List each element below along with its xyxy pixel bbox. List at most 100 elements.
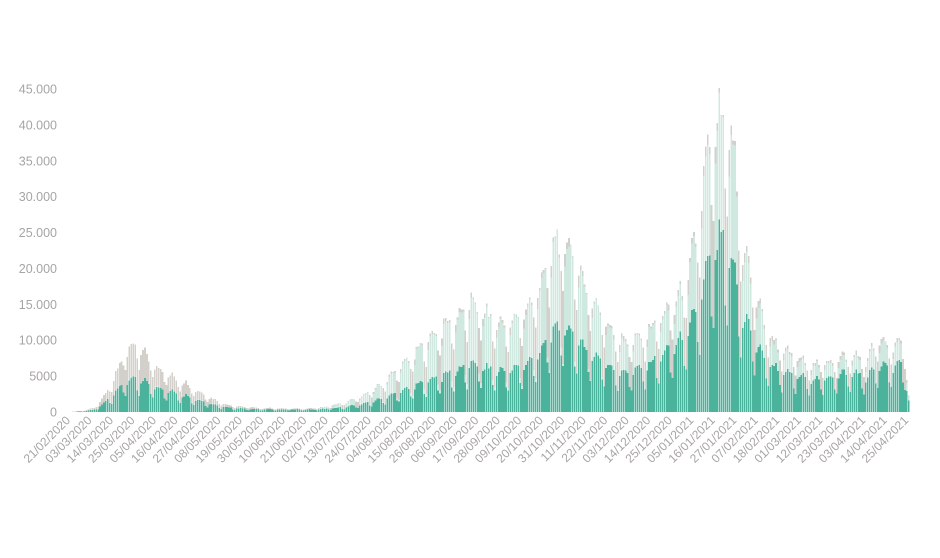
bar (575, 373, 578, 412)
bar (665, 344, 668, 412)
bar (454, 332, 457, 412)
bar (853, 372, 855, 412)
bar (763, 358, 766, 412)
bar (794, 394, 797, 412)
bar (589, 380, 592, 412)
bar (347, 406, 349, 412)
bar (118, 385, 121, 412)
bar (495, 375, 498, 412)
bar (804, 376, 807, 412)
bar (792, 388, 795, 412)
bar (101, 404, 103, 412)
bar (683, 317, 686, 412)
bar (759, 344, 762, 412)
bar (632, 374, 635, 412)
bar (214, 404, 217, 412)
bar (136, 390, 138, 412)
bar (540, 345, 543, 412)
bar (499, 367, 502, 412)
bar (130, 344, 133, 412)
bar (312, 409, 314, 412)
bar (173, 391, 176, 412)
bar (95, 406, 97, 412)
bar (718, 219, 721, 412)
bar (376, 398, 379, 412)
bar (525, 365, 527, 412)
bar (253, 409, 256, 412)
bar (790, 372, 793, 412)
bar (568, 325, 570, 412)
bar (669, 330, 672, 412)
bar (511, 322, 514, 412)
bar (816, 376, 818, 412)
bar (150, 393, 152, 412)
bar (405, 357, 408, 412)
bar (212, 404, 215, 412)
bar (241, 408, 244, 412)
bar (337, 407, 340, 412)
bar (433, 377, 435, 412)
bar (386, 398, 389, 412)
bar (497, 371, 500, 412)
bar (384, 391, 387, 412)
bar (411, 398, 414, 412)
bar (155, 386, 158, 412)
bar (200, 400, 203, 412)
bar (829, 376, 832, 412)
bar (474, 362, 476, 412)
bar (446, 323, 449, 412)
bar (732, 259, 734, 412)
bar (234, 407, 236, 412)
bar (542, 342, 545, 412)
bar (108, 402, 111, 412)
bar (163, 382, 166, 412)
bar (560, 355, 562, 412)
bar (361, 404, 363, 412)
bar (218, 404, 221, 412)
bar (179, 403, 181, 412)
bar (757, 347, 760, 412)
bar (501, 323, 504, 412)
bar (409, 368, 412, 412)
bar (445, 371, 447, 412)
bar (740, 357, 742, 412)
bar (318, 409, 320, 412)
bar (788, 372, 791, 412)
bar (419, 380, 422, 412)
bar (538, 353, 541, 412)
bar (235, 408, 238, 412)
bar (431, 377, 433, 412)
bar (501, 368, 504, 412)
bar (898, 360, 900, 412)
bar (429, 378, 432, 412)
bar (874, 383, 877, 412)
bar (460, 367, 463, 412)
bar (505, 346, 508, 412)
bar (753, 329, 756, 412)
bar (146, 381, 148, 412)
bar (489, 366, 492, 412)
bar (507, 351, 510, 412)
bar (587, 314, 590, 412)
bar (519, 338, 521, 412)
bar (482, 371, 484, 412)
bar (370, 397, 373, 412)
y-axis-tick-label: 20.000 (19, 262, 57, 276)
bar (517, 318, 519, 412)
bar (292, 409, 295, 412)
bar (175, 393, 178, 412)
bar (398, 401, 400, 412)
bar (341, 408, 344, 412)
bar (812, 380, 814, 412)
bar (616, 391, 619, 412)
bar (265, 409, 267, 412)
bar (476, 313, 478, 412)
bar (837, 378, 840, 412)
bar (425, 366, 428, 412)
bar (85, 410, 88, 412)
bar (296, 409, 299, 412)
bar (521, 389, 523, 412)
bar (478, 381, 480, 412)
bar (613, 369, 615, 412)
bar (769, 367, 771, 412)
